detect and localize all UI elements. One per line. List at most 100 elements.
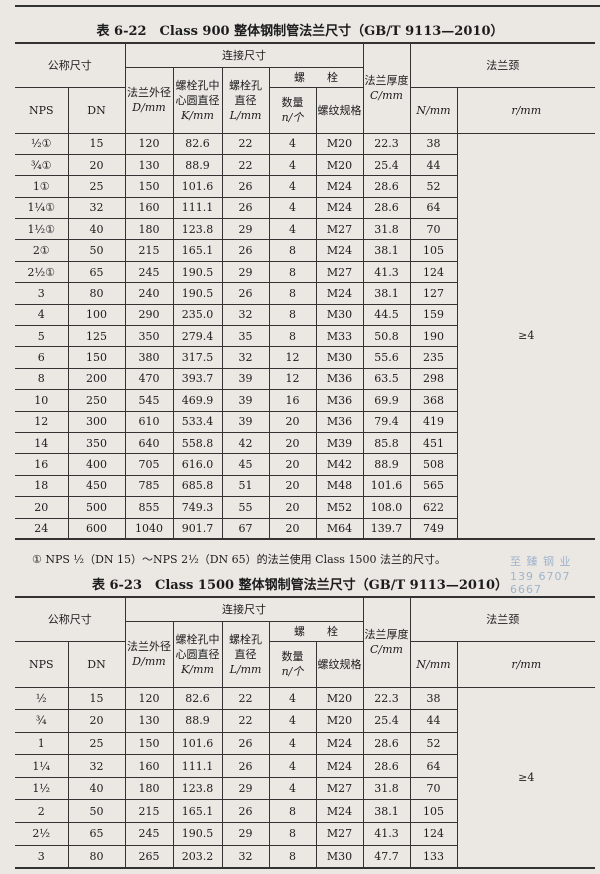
- table-row: 12 300 610 533.4 39 20 M36 79.4 419: [15, 410, 595, 433]
- cell: 16: [268, 389, 317, 412]
- cell: 35: [221, 325, 270, 348]
- cell: 29: [221, 822, 270, 846]
- cell: 2: [15, 799, 69, 824]
- cell: 20: [15, 496, 69, 519]
- cell: 190.5: [172, 260, 223, 284]
- cell: 28.6: [362, 754, 411, 778]
- cell: 1①: [15, 175, 69, 198]
- cell: 160: [124, 196, 174, 220]
- cell: M20: [315, 709, 364, 733]
- dn-label: DN: [87, 657, 106, 671]
- cell: 1¼①: [15, 196, 69, 220]
- table-row: ½① 15 120 82.6 22 4 M20 22.3 38 ≥4: [15, 132, 595, 540]
- cell: 235: [409, 346, 457, 369]
- nps-label: NPS: [28, 657, 54, 671]
- cell: 12: [268, 346, 317, 369]
- cell: 22.3: [362, 686, 411, 711]
- cell: M52: [315, 496, 364, 519]
- cell: 380: [124, 346, 174, 369]
- cell: M24: [315, 196, 364, 220]
- cell: M20: [315, 686, 364, 711]
- cell: 190.5: [172, 282, 223, 305]
- cell: 4: [268, 153, 317, 177]
- cell: 180: [124, 218, 174, 241]
- cell: 44: [409, 709, 457, 733]
- cell: 200: [67, 367, 126, 391]
- cell: 101.6: [362, 474, 411, 498]
- header-bolt: 螺 栓: [268, 620, 363, 642]
- cell: 419: [409, 410, 457, 433]
- cell: 2½: [15, 822, 69, 846]
- header-connection: 连接尺寸: [124, 596, 364, 622]
- thickness-label: 法兰厚度: [364, 74, 409, 88]
- cell: 4: [268, 196, 317, 220]
- table-row: 1½ 40 180 123.8 29 4 M27 31.8 70: [15, 776, 595, 801]
- bolt-hole-l1: 螺栓孔: [229, 78, 262, 92]
- cell: M24: [315, 799, 364, 824]
- cell: 350: [67, 431, 126, 455]
- cell: 44.5: [362, 303, 411, 327]
- cell: 350: [124, 325, 174, 348]
- header-bolt-circle: 螺栓孔中 心圆直径 K/mm: [172, 66, 223, 134]
- cell: 8: [268, 325, 317, 348]
- cell: ½: [15, 686, 69, 711]
- header-neck: 法兰颈: [409, 596, 595, 642]
- cell: 180: [124, 776, 174, 801]
- table-row: 2 50 215 165.1 26 8 M24 38.1 105: [15, 799, 595, 824]
- table-row: 6 150 380 317.5 32 12 M30 55.6 235: [15, 346, 595, 369]
- cell: M27: [315, 776, 364, 801]
- cell: 120: [124, 132, 174, 155]
- cell: 82.6: [172, 686, 223, 711]
- cell: 133: [409, 844, 457, 869]
- header-nominal-size: 公称尺寸: [15, 42, 126, 88]
- cell: 1¼: [15, 754, 69, 778]
- cell: 565: [409, 474, 457, 498]
- cell: 80: [67, 844, 126, 869]
- cell: 290: [124, 303, 174, 327]
- cell: 8: [268, 822, 317, 846]
- cell: 29: [221, 776, 270, 801]
- cell: 79.4: [362, 410, 411, 433]
- cell: 22: [221, 153, 270, 177]
- cell: 2①: [15, 239, 69, 262]
- cell: 55: [221, 496, 270, 519]
- header-qty: 数量 n/个: [268, 86, 317, 134]
- cell: 50: [67, 799, 126, 824]
- watermark-phone: 139 6707 6667: [510, 570, 571, 596]
- cell: 124: [409, 260, 457, 284]
- cell: 38.1: [362, 282, 411, 305]
- bolt-circle-l1: 螺栓孔中: [175, 78, 220, 92]
- cell: 38.1: [362, 239, 411, 262]
- cell: 29: [221, 260, 270, 284]
- cell: 165.1: [172, 799, 223, 824]
- cell: 124: [409, 822, 457, 846]
- cell: 55.6: [362, 346, 411, 369]
- cell: 508: [409, 453, 457, 476]
- cell: 20: [67, 709, 126, 733]
- table-row: 1① 25 150 101.6 26 4 M24 28.6 52: [15, 175, 595, 198]
- cell: 88.9: [172, 153, 223, 177]
- cell: M24: [315, 754, 364, 778]
- cell: 300: [67, 410, 126, 433]
- cell: 190.5: [172, 822, 223, 846]
- cell: M39: [315, 431, 364, 455]
- cell: 2½①: [15, 260, 69, 284]
- cell: 130: [124, 153, 174, 177]
- cell: 3: [15, 844, 69, 869]
- cell: 111.1: [172, 754, 223, 778]
- header-outer-dia: 法兰外径 D/mm: [125, 66, 174, 134]
- bolt-circle-l1: 螺栓孔中: [175, 632, 220, 646]
- cell: 235.0: [172, 303, 223, 327]
- cell: 32: [67, 754, 126, 778]
- header-neck-n: N/mm: [409, 86, 458, 134]
- cell: ¾: [15, 709, 69, 733]
- cell: M30: [315, 346, 364, 369]
- cell: 100: [67, 303, 126, 327]
- cell: 855: [124, 496, 174, 519]
- cell: 40: [67, 218, 126, 241]
- table-row: 1½① 40 180 123.8 29 4 M27 31.8 70: [15, 218, 595, 241]
- cell: 22: [221, 709, 270, 733]
- table-row: 16 400 705 616.0 45 20 M42 88.9 508: [15, 453, 595, 476]
- cell: 45: [221, 453, 270, 476]
- cell: 4: [268, 731, 317, 756]
